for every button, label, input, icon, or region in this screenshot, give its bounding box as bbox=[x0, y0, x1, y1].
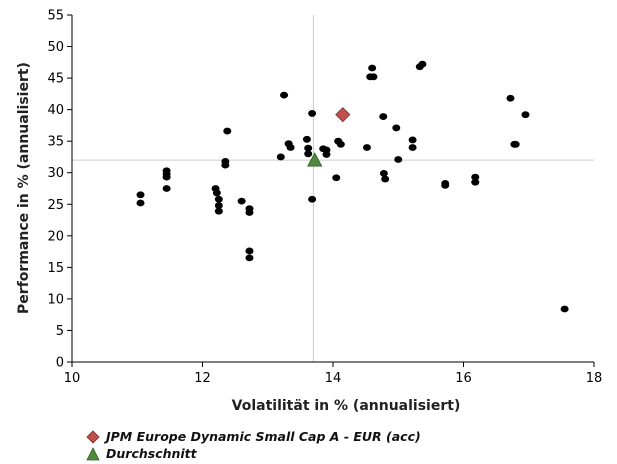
y-tick-label: 40 bbox=[47, 103, 64, 118]
peer-point bbox=[369, 73, 378, 81]
y-axis-label: Performance in % (annualisiert) bbox=[16, 62, 32, 314]
peer-point bbox=[408, 144, 417, 151]
fund-point bbox=[335, 107, 351, 123]
peer-point bbox=[136, 199, 145, 207]
peer-point bbox=[511, 140, 520, 148]
y-tick-label: 0 bbox=[56, 356, 64, 371]
peer-point bbox=[521, 111, 530, 119]
peer-point bbox=[308, 195, 317, 203]
legend-item-fund: JPM Europe Dynamic Small Cap A - EUR (ac… bbox=[86, 428, 421, 445]
peer-point bbox=[368, 64, 377, 72]
data-points bbox=[136, 60, 569, 313]
peer-point bbox=[304, 150, 313, 158]
x-axis-label: Volatilität in % (annualisiert) bbox=[232, 398, 461, 414]
peer-point bbox=[212, 189, 221, 197]
peer-point bbox=[136, 191, 145, 199]
y-tick-label: 50 bbox=[47, 40, 64, 55]
peer-point bbox=[506, 94, 515, 102]
peer-point bbox=[245, 247, 254, 255]
peer-point bbox=[276, 153, 285, 161]
y-tick-label: 55 bbox=[47, 9, 64, 24]
peer-point bbox=[471, 178, 480, 186]
peer-point bbox=[245, 254, 254, 262]
peer-point bbox=[237, 197, 246, 205]
peer-point bbox=[223, 127, 232, 135]
peer-point bbox=[394, 156, 403, 163]
x-tick-label: 14 bbox=[325, 371, 342, 386]
y-tick-label: 20 bbox=[47, 229, 64, 244]
peer-point bbox=[362, 144, 371, 151]
y-tick-label: 30 bbox=[47, 166, 64, 181]
x-tick-label: 18 bbox=[586, 371, 603, 386]
peer-point bbox=[214, 207, 223, 215]
peer-point bbox=[392, 124, 401, 132]
peer-point bbox=[162, 185, 171, 192]
legend-label-fund: JPM Europe Dynamic Small Cap A - EUR (ac… bbox=[106, 429, 421, 444]
y-tick-label: 15 bbox=[47, 261, 64, 276]
peer-point bbox=[308, 110, 317, 117]
legend-label-average: Durchschnitt bbox=[106, 446, 197, 461]
peer-point bbox=[332, 174, 341, 182]
peer-point bbox=[418, 60, 427, 68]
y-tick-label: 5 bbox=[56, 324, 64, 339]
peer-point bbox=[302, 135, 311, 143]
y-tick-label: 25 bbox=[47, 198, 64, 213]
peer-point bbox=[214, 195, 223, 203]
y-tick-label: 45 bbox=[47, 72, 64, 87]
y-tick-label: 10 bbox=[47, 292, 64, 307]
average-point bbox=[307, 152, 323, 167]
peer-point bbox=[322, 146, 331, 154]
peer-point bbox=[304, 144, 313, 152]
peer-point bbox=[245, 209, 254, 216]
tick-labels: 0 5 10 15 20 25 30 35 40 45 50 55 10 12 14 16 18 bbox=[47, 9, 602, 387]
peer-point bbox=[379, 169, 388, 177]
legend-item-average: Durchschnitt bbox=[86, 445, 421, 462]
y-tick-label: 35 bbox=[47, 135, 64, 150]
x-tick-label: 10 bbox=[64, 371, 81, 386]
peer-point bbox=[379, 113, 388, 120]
peer-point bbox=[381, 175, 390, 183]
peer-point bbox=[408, 136, 417, 144]
reference-lines bbox=[72, 15, 594, 362]
peer-point bbox=[162, 173, 171, 181]
axes bbox=[67, 14, 595, 367]
peer-point bbox=[441, 180, 450, 187]
peer-point bbox=[280, 91, 289, 99]
x-tick-label: 16 bbox=[455, 371, 472, 386]
x-tick-label: 12 bbox=[194, 371, 211, 386]
peer-point bbox=[336, 140, 345, 148]
peer-point bbox=[286, 144, 295, 151]
peer-point bbox=[221, 161, 230, 169]
peer-point bbox=[214, 202, 223, 209]
legend: JPM Europe Dynamic Small Cap A - EUR (ac… bbox=[86, 428, 421, 462]
peer-point bbox=[560, 305, 569, 313]
diamond-icon bbox=[86, 429, 100, 444]
peer-point bbox=[471, 173, 480, 181]
triangle-icon bbox=[86, 446, 100, 460]
